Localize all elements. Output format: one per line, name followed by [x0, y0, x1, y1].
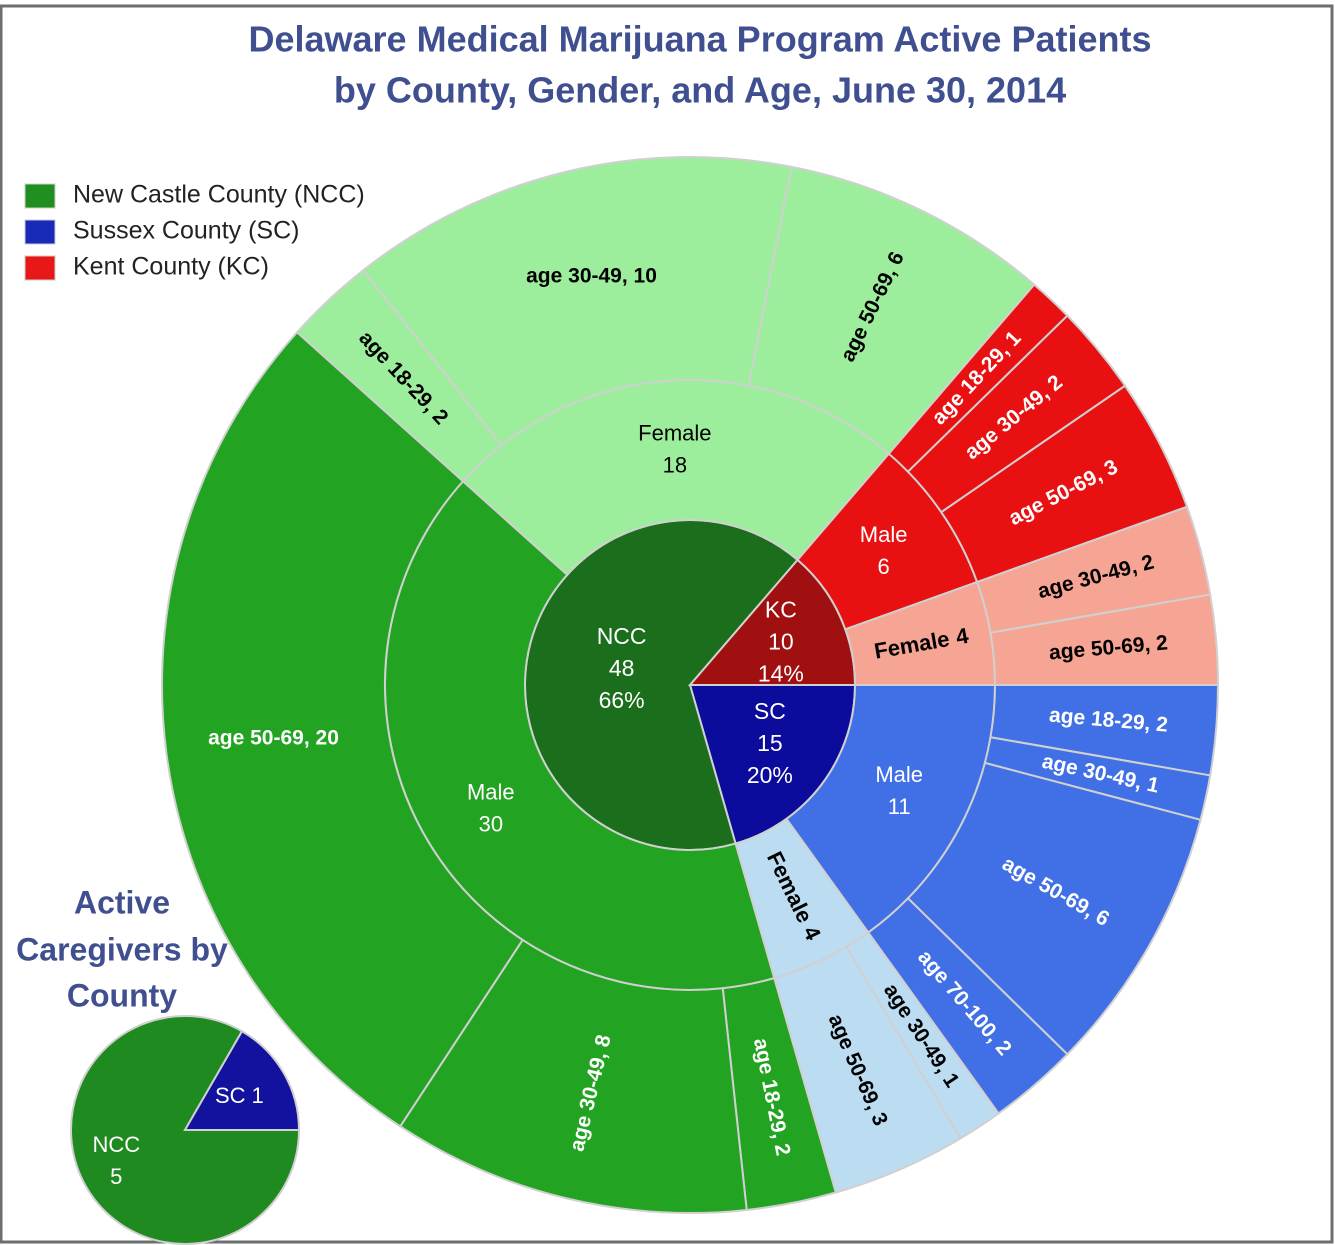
gender-name: Male [467, 780, 515, 805]
legend-swatch [24, 183, 56, 209]
pie-title: Active [74, 884, 170, 920]
gender-name: Female [638, 420, 711, 445]
age-label: age 30-49, 10 [526, 264, 657, 287]
chart-title: by County, Gender, and Age, June 30, 201… [334, 70, 1066, 111]
pie-label: NCC 5 [92, 1132, 140, 1189]
county-value: 15 [757, 730, 783, 756]
legend-swatch [24, 255, 56, 281]
gender-label: Male 6 [860, 522, 908, 579]
pie-label: SC 1 [215, 1083, 264, 1108]
slice-name: SC [215, 1083, 246, 1108]
gender-label: Female 18 [638, 420, 711, 477]
county-value: 48 [609, 655, 635, 681]
gender-value: 18 [663, 452, 687, 477]
pie-title: County [67, 977, 177, 1013]
legend-label: Sussex County (SC) [73, 217, 299, 245]
gender-value: 11 [888, 794, 911, 819]
county-label: NCC 48 66% [597, 623, 647, 713]
chart-title: Delaware Medical Marijuana Program Activ… [248, 19, 1151, 60]
age-wedge [161, 330, 524, 1128]
gender-name: Male [875, 762, 923, 787]
age-wedge [361, 156, 793, 447]
gender-value: 4 [954, 622, 971, 649]
legend-label: New Castle County (NCC) [73, 181, 365, 209]
county-share: 20% [747, 762, 793, 788]
pie-title: Caregivers by [16, 931, 228, 967]
slice-value: 1 [252, 1083, 264, 1108]
county-share: 66% [599, 687, 645, 713]
pie-slice [183, 1029, 301, 1131]
gender-name: Male [860, 522, 908, 547]
county-name: SC [754, 698, 786, 724]
gender-value: 30 [479, 812, 503, 837]
gender-label: Male 11 [875, 762, 923, 819]
age-wedge [989, 593, 1220, 686]
gender-value: 6 [877, 554, 889, 579]
slice-value: 5 [110, 1164, 122, 1189]
legend-swatch [24, 219, 56, 245]
county-label: SC 15 20% [747, 698, 793, 788]
county-share: 14% [758, 660, 804, 686]
county-name: KC [765, 596, 797, 622]
age-label: age 50-69, 20 [208, 727, 339, 750]
county-label: KC 10 14% [758, 596, 804, 686]
legend-label: Kent County (KC) [73, 253, 269, 281]
county-value: 10 [768, 628, 794, 654]
county-name: NCC [597, 623, 647, 649]
slice-name: NCC [92, 1132, 140, 1157]
gender-label: Male 30 [467, 780, 515, 837]
